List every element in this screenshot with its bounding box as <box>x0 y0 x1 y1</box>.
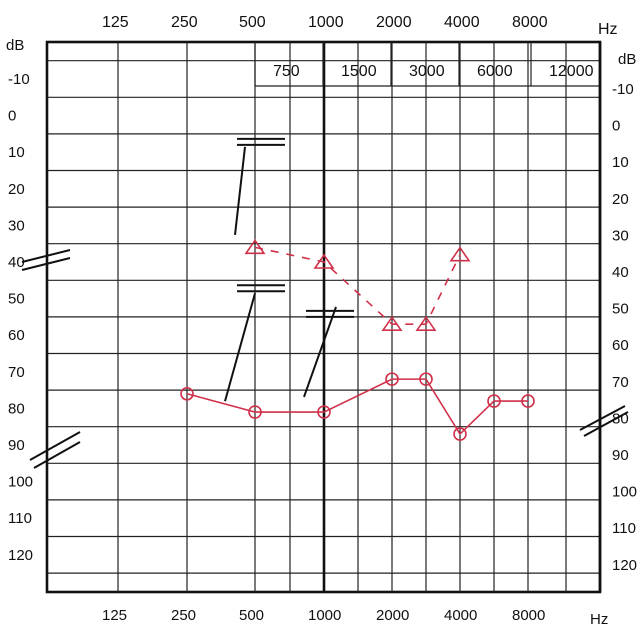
x-tick-bottom: 4000 <box>444 607 477 624</box>
x-tick-top: 4000 <box>444 14 480 31</box>
y-tick-left: 10 <box>8 144 25 161</box>
y-tick-left: 110 <box>8 510 32 527</box>
y-tick-left: 40 <box>8 254 25 271</box>
x-tick-top: 125 <box>102 14 129 31</box>
axis-break-left-top <box>21 249 71 271</box>
marker-circle <box>317 405 331 419</box>
y-tick-right: 90 <box>612 447 629 464</box>
y-tick-right: 110 <box>612 520 636 537</box>
hz-unit-bottom: Hz <box>590 611 608 628</box>
y-tick-left: 70 <box>8 364 25 381</box>
y-tick-left: 80 <box>8 400 25 417</box>
axis-break-left-bottom <box>29 431 81 469</box>
x-tick-bottom: 500 <box>239 607 264 624</box>
plotted-marks <box>180 137 535 441</box>
marker-circle <box>419 372 433 386</box>
y-tick-left: 30 <box>8 217 25 234</box>
marker-bracket <box>237 284 285 293</box>
hz-unit-top: Hz <box>598 21 618 38</box>
marker-triangle <box>313 253 335 269</box>
x-tick-bottom: 250 <box>171 607 196 624</box>
marker-triangle <box>244 238 266 255</box>
y-tick-right: -10 <box>612 81 634 98</box>
x-tick-mid: 12000 <box>549 63 594 80</box>
marker-circle <box>180 386 194 401</box>
marker-circle <box>521 394 535 408</box>
x-tick-top: 250 <box>171 14 198 31</box>
marker-circle <box>487 394 501 408</box>
y-tick-right: 20 <box>612 191 629 208</box>
db-unit-left: dB <box>6 37 24 54</box>
x-tick-mid: 1500 <box>341 63 377 80</box>
y-tick-left: 0 <box>8 108 16 125</box>
y-tick-left: 120 <box>8 547 33 564</box>
marker-circle <box>248 405 262 419</box>
y-tick-right: 60 <box>612 337 629 354</box>
db-unit-right: dB <box>618 51 636 68</box>
x-tick-top: 500 <box>239 14 266 31</box>
y-tick-right: 70 <box>612 374 629 391</box>
y-tick-right: 120 <box>612 557 637 574</box>
marker-circle <box>385 372 399 386</box>
y-tick-left: -10 <box>8 71 30 88</box>
marker-bracket <box>237 137 285 146</box>
y-tick-right: 0 <box>612 118 620 135</box>
marker-bracket <box>306 309 354 318</box>
series-line-circle <box>186 378 528 436</box>
y-tick-left: 60 <box>8 327 25 344</box>
x-tick-mid: 6000 <box>477 63 513 80</box>
axis-break-right <box>579 405 629 437</box>
y-tick-left: 20 <box>8 181 25 198</box>
y-tick-left: 90 <box>8 437 25 454</box>
marker-triangle <box>449 246 471 262</box>
x-tick-top: 2000 <box>376 14 412 31</box>
marker-triangle <box>415 315 437 332</box>
bracket-stroke <box>224 293 256 402</box>
x-tick-bottom: 1000 <box>308 607 341 624</box>
x-tick-mid: 750 <box>273 63 300 80</box>
x-tick-bottom: 8000 <box>512 607 545 624</box>
y-tick-right: 40 <box>612 264 629 281</box>
y-tick-left: 50 <box>8 291 25 308</box>
y-tick-right: 30 <box>612 227 629 244</box>
y-tick-right: 10 <box>612 154 629 171</box>
series-line-triangle <box>254 246 461 326</box>
y-tick-right: 100 <box>612 484 637 501</box>
bracket-stroke <box>234 146 246 235</box>
y-tick-right: 50 <box>612 301 629 318</box>
x-tick-mid: 3000 <box>409 63 445 80</box>
x-tick-bottom: 125 <box>102 607 127 624</box>
marker-circle <box>453 427 467 441</box>
bracket-stroke <box>303 306 337 398</box>
x-tick-top: 8000 <box>512 14 548 31</box>
x-tick-top: 1000 <box>308 14 344 31</box>
y-tick-left: 100 <box>8 474 33 491</box>
x-tick-bottom: 2000 <box>376 607 409 624</box>
marker-triangle <box>381 315 403 332</box>
